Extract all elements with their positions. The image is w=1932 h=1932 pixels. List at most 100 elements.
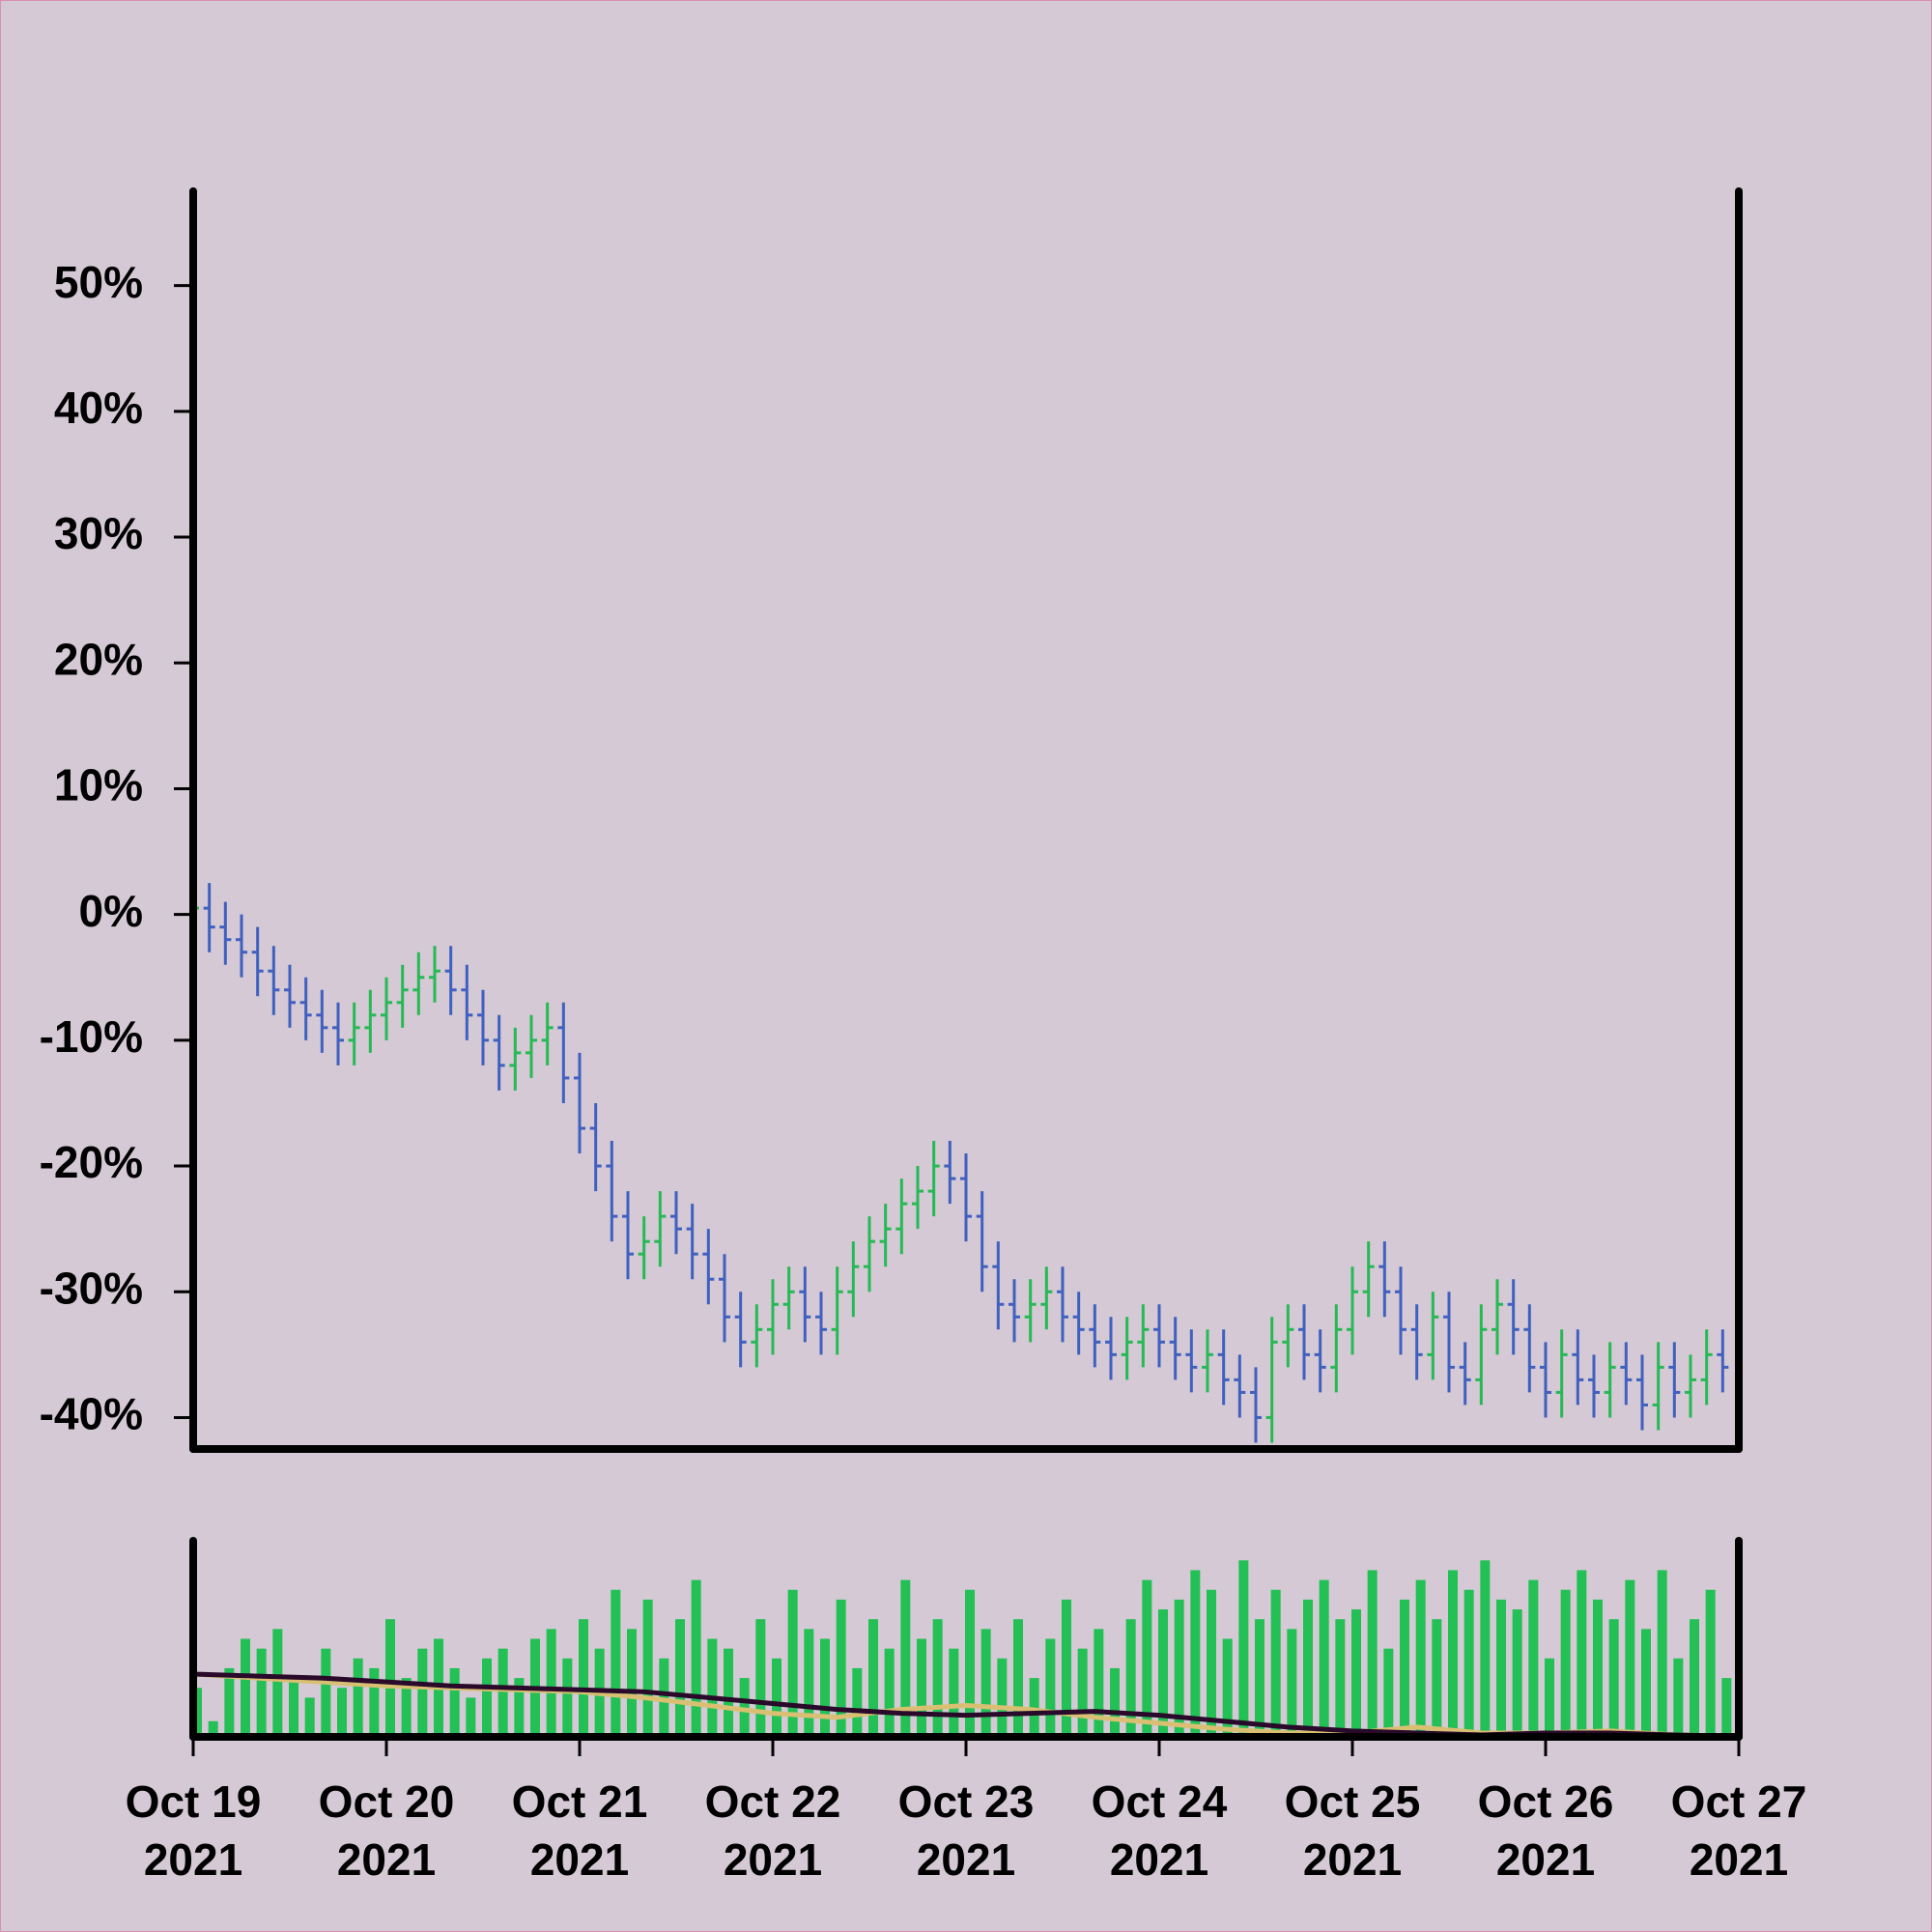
volume-bar: [1432, 1619, 1442, 1737]
volume-bar: [546, 1629, 556, 1737]
volume-bar: [707, 1638, 718, 1737]
volume-bar: [272, 1629, 283, 1737]
volume-bar: [1013, 1619, 1023, 1737]
y-tick-label: 50%: [54, 257, 143, 307]
volume-bar: [1690, 1619, 1699, 1737]
volume-bar: [1270, 1589, 1281, 1737]
volume-bar: [208, 1720, 218, 1737]
volume-bar: [1158, 1609, 1168, 1737]
volume-bar: [1415, 1579, 1426, 1737]
volume-bar: [1641, 1629, 1651, 1737]
volume-bar: [1110, 1667, 1120, 1737]
volume-bar: [579, 1619, 588, 1737]
volume-bar: [1400, 1599, 1409, 1737]
volume-bar: [932, 1619, 943, 1737]
volume-bar: [611, 1589, 621, 1737]
x-tick-label: Oct 26 2021: [1477, 1776, 1614, 1885]
volume-bar: [353, 1658, 363, 1737]
volume-bar: [1303, 1599, 1313, 1737]
volume-bar: [868, 1619, 878, 1737]
volume-bar: [980, 1629, 991, 1737]
volume-bar: [1463, 1589, 1474, 1737]
volume-area: [192, 1560, 1732, 1739]
volume-bar: [1142, 1579, 1152, 1737]
volume-bar: [1657, 1570, 1667, 1737]
volume-bar: [562, 1658, 573, 1737]
y-tick-label: 10%: [54, 760, 143, 810]
volume-bar: [1608, 1619, 1619, 1737]
volume-bar: [1560, 1589, 1571, 1737]
volume-bar: [1593, 1599, 1603, 1737]
volume-bar: [804, 1629, 814, 1737]
volume-bar: [482, 1658, 492, 1737]
x-tick-label: Oct 24 2021: [1091, 1776, 1228, 1885]
volume-bar: [224, 1667, 235, 1737]
x-tick-label: Oct 20 2021: [318, 1776, 455, 1885]
volume-bar: [900, 1579, 911, 1737]
x-tick-label: Oct 21 2021: [511, 1776, 648, 1885]
volume-bar: [449, 1667, 460, 1737]
volume-bar: [755, 1619, 766, 1737]
volume-bar: [1577, 1570, 1587, 1737]
volume-bar: [1255, 1619, 1264, 1737]
volume-bar: [949, 1648, 959, 1737]
x-tick-label: Oct 19 2021: [125, 1776, 262, 1885]
volume-bar: [1222, 1638, 1233, 1737]
volume-bar: [1174, 1599, 1184, 1737]
volume-bar: [1625, 1579, 1635, 1737]
volume-bar: [1190, 1570, 1201, 1737]
volume-bar: [337, 1688, 347, 1737]
volume-bar: [642, 1599, 653, 1737]
volume-bar: [1207, 1589, 1216, 1737]
axes: -40% -30% -20% -10% 0% 10% 20% 30% 40% 50%: [40, 187, 1743, 1756]
y-tick-label: -10%: [40, 1011, 143, 1062]
volume-bar: [1351, 1609, 1361, 1737]
y-tick-label: 0%: [79, 886, 143, 936]
volume-bar: [917, 1638, 926, 1737]
volume-bar: [1367, 1570, 1378, 1737]
y-tick-label: -40%: [40, 1389, 143, 1439]
volume-bar: [497, 1648, 508, 1737]
y-tick-label: 20%: [54, 634, 143, 684]
volume-bar: [997, 1658, 1008, 1737]
volume-bar: [1125, 1619, 1136, 1737]
volume-bar: [241, 1638, 250, 1737]
volume-bar: [1512, 1609, 1522, 1737]
y-tick-label: 30%: [54, 508, 143, 558]
volume-bar: [289, 1678, 298, 1737]
volume-bar: [256, 1648, 267, 1737]
volume-bar: [836, 1599, 846, 1737]
volume-bar: [401, 1678, 412, 1737]
volume-bar: [1705, 1589, 1716, 1737]
x-tick-label: Oct 22 2021: [704, 1776, 841, 1885]
volume-bar: [1448, 1570, 1458, 1737]
volume-bar: [385, 1619, 395, 1737]
x-tick-label: Oct 23 2021: [897, 1776, 1035, 1885]
volume-bar: [1319, 1579, 1329, 1737]
volume-bar: [772, 1658, 781, 1737]
volume-bar: [787, 1589, 798, 1737]
volume-bar: [417, 1648, 428, 1737]
y-tick-label: -30%: [40, 1263, 143, 1313]
volume-bar: [627, 1629, 637, 1737]
volume-bar: [1062, 1599, 1071, 1737]
volume-bar: [1480, 1560, 1491, 1737]
volume-bar: [1335, 1619, 1346, 1737]
volume-bar: [675, 1619, 685, 1737]
x-tick-label: Oct 27 2021: [1670, 1776, 1807, 1885]
volume-bar: [1045, 1638, 1056, 1737]
volume-bar: [1721, 1678, 1732, 1737]
volume-bar: [691, 1579, 701, 1737]
volume-bar: [514, 1678, 525, 1737]
volume-bar: [884, 1648, 895, 1737]
volume-bar: [1094, 1629, 1104, 1737]
volume-bar: [1238, 1560, 1249, 1737]
volume-bar: [466, 1697, 476, 1737]
volume-bar: [369, 1667, 380, 1737]
price-area: [193, 883, 1729, 1443]
y-tick-label: -20%: [40, 1137, 143, 1187]
volume-bar: [1077, 1648, 1088, 1737]
volume-bar: [820, 1638, 830, 1737]
volume-bar: [724, 1648, 733, 1737]
